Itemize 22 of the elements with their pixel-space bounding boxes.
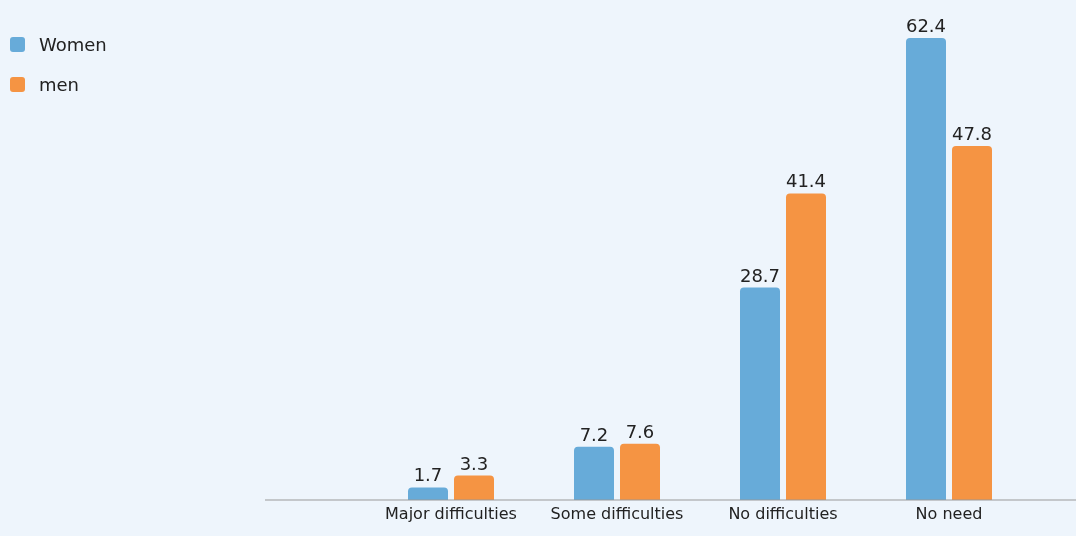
bar (740, 287, 780, 500)
data-label: 41.4 (785, 170, 827, 192)
legend-label: men (39, 73, 80, 95)
bar (906, 38, 946, 500)
data-label: 47.8 (951, 123, 993, 145)
x-tick-label: No difficulties (728, 504, 838, 524)
bar (620, 443, 660, 500)
data-label: 62.4 (905, 15, 947, 36)
bar (574, 446, 614, 500)
bar (952, 146, 992, 500)
legend-label: Women (39, 33, 107, 55)
data-label: 28.7 (739, 264, 781, 286)
x-tick-label: No need (915, 504, 983, 524)
x-tick-label: Some difficulties (550, 504, 684, 524)
data-label: 3.3 (459, 452, 489, 474)
bar (454, 475, 494, 500)
data-label: 7.2 (579, 423, 609, 445)
data-label: 7.6 (625, 420, 655, 442)
data-label: 1.7 (413, 464, 443, 486)
x-tick-label: Major difficulties (385, 504, 517, 524)
bar (408, 487, 448, 500)
bar (786, 193, 826, 500)
